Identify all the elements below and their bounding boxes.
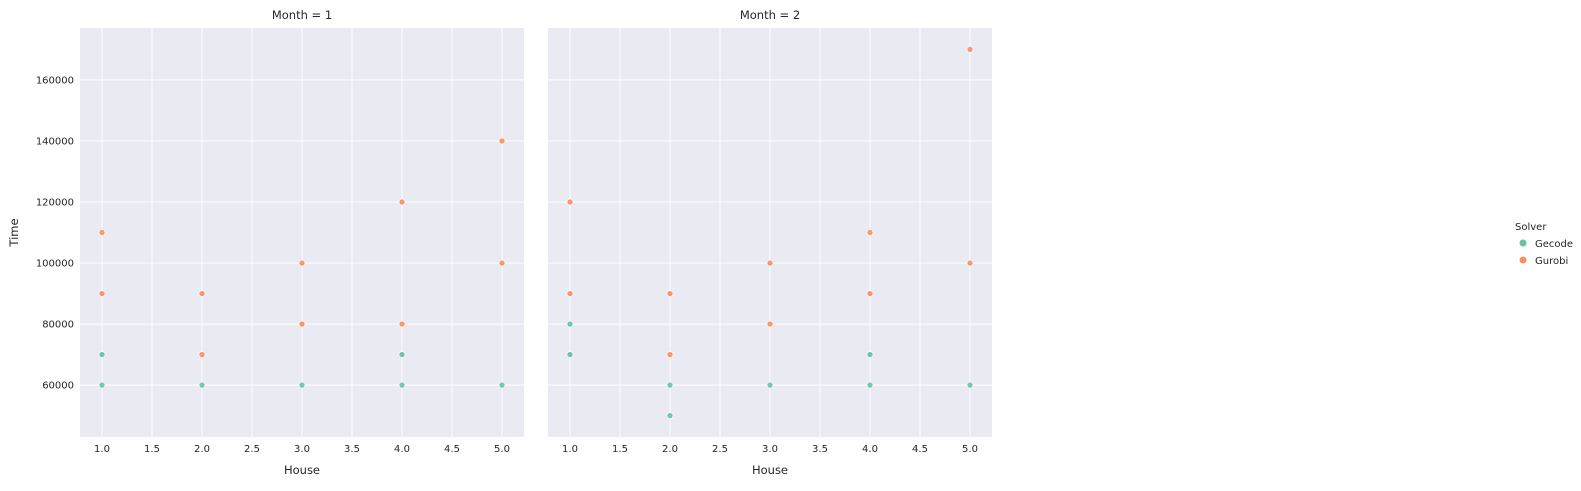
x-tick-label: 2.0: [194, 444, 210, 455]
panel-1: 1.0 1.5 2.0 2.5 3.0 3.5 4.0 4.5 5.0 60000 80000 100…: [7, 8, 524, 477]
x-tick-label: 2.0: [662, 444, 678, 455]
x-tick-label: 1.0: [94, 444, 110, 455]
y-tick-label: 140000: [36, 136, 74, 147]
data-point-gurobi: [198, 290, 206, 297]
data-point-gurobi: [566, 198, 574, 206]
legend-marker-gurobi: [1519, 256, 1527, 264]
data-point-gecode: [866, 381, 874, 389]
x-tick-label: 4.5: [912, 444, 928, 455]
x-axis-label: House: [752, 463, 788, 477]
y-tick-label: 100000: [36, 259, 74, 270]
data-point-gecode: [398, 381, 406, 389]
data-point-gurobi: [198, 351, 206, 358]
x-tick-label: 3.0: [762, 444, 778, 455]
data-point-gurobi: [666, 290, 674, 297]
data-point-gecode: [98, 351, 106, 358]
x-tick-label: 1.0: [562, 444, 578, 455]
x-tick-label: 1.5: [612, 444, 628, 455]
legend-title: Solver: [1515, 222, 1547, 233]
legend-marker-gecode: [1519, 239, 1527, 247]
data-point-gurobi: [298, 259, 306, 267]
data-point-gecode: [498, 381, 506, 389]
y-tick-label: 80000: [42, 320, 74, 331]
x-tick-label: 4.5: [444, 444, 460, 455]
legend-label-gurobi: Gurobi: [1535, 256, 1568, 267]
legend-label-gecode: Gecode: [1535, 239, 1573, 250]
series-gecode: [98, 351, 506, 389]
y-tick-label: 60000: [42, 381, 74, 392]
data-point-gurobi: [566, 290, 574, 297]
series-gurobi: [98, 137, 506, 358]
data-point-gecode: [866, 351, 874, 358]
data-point-gecode: [98, 381, 106, 389]
x-tick-label: 5.0: [494, 444, 510, 455]
data-point-gurobi: [398, 198, 406, 206]
x-tick-label: 3.5: [812, 444, 828, 455]
x-tick-label: 2.5: [712, 444, 728, 455]
data-point-gurobi: [98, 229, 106, 236]
data-point-gurobi: [966, 46, 974, 53]
legend: Solver Gecode Gurobi: [1515, 222, 1573, 267]
x-axis-label: House: [284, 463, 320, 477]
data-point-gecode: [198, 381, 206, 389]
series-gurobi: [566, 46, 974, 358]
data-point-gurobi: [866, 290, 874, 297]
data-point-gurobi: [766, 259, 774, 267]
x-tick-label: 2.5: [244, 444, 260, 455]
data-point-gecode: [666, 381, 674, 389]
data-point-gecode: [766, 381, 774, 389]
x-tick-label: 4.0: [862, 444, 878, 455]
series-gecode: [566, 320, 974, 419]
x-tick-label: 4.0: [394, 444, 410, 455]
data-point-gurobi: [866, 229, 874, 236]
data-point-gecode: [966, 381, 974, 389]
data-point-gecode: [398, 351, 406, 358]
data-point-gurobi: [966, 259, 974, 267]
data-point-gurobi: [498, 259, 506, 267]
data-point-gecode: [566, 320, 574, 328]
data-point-gecode: [298, 381, 306, 389]
data-point-gurobi: [766, 320, 774, 328]
data-point-gecode: [666, 412, 674, 419]
data-point-gurobi: [298, 320, 306, 328]
chart-panels: 1.0 1.5 2.0 2.5 3.0 3.5 4.0 4.5 5.0 60000 80000 100…: [7, 8, 992, 477]
y-tick-label: 160000: [36, 75, 74, 86]
x-tick-label: 5.0: [962, 444, 978, 455]
x-tick-label: 3.5: [344, 444, 360, 455]
x-tick-label: 3.0: [294, 444, 310, 455]
panel-title: Month = 1: [272, 8, 332, 22]
panel-2: 1.0 1.5 2.0 2.5 3.0 3.5 4.0 4.5 5.0 Month = 2 Hous…: [548, 8, 992, 477]
data-point-gurobi: [498, 137, 506, 145]
data-point-gurobi: [666, 351, 674, 358]
panel-title: Month = 2: [740, 8, 800, 22]
data-point-gurobi: [98, 290, 106, 297]
data-point-gecode: [566, 351, 574, 358]
data-point-gurobi: [398, 320, 406, 328]
y-axis-label: Time: [7, 218, 21, 247]
y-tick-label: 120000: [36, 197, 74, 208]
x-tick-label: 1.5: [144, 444, 160, 455]
